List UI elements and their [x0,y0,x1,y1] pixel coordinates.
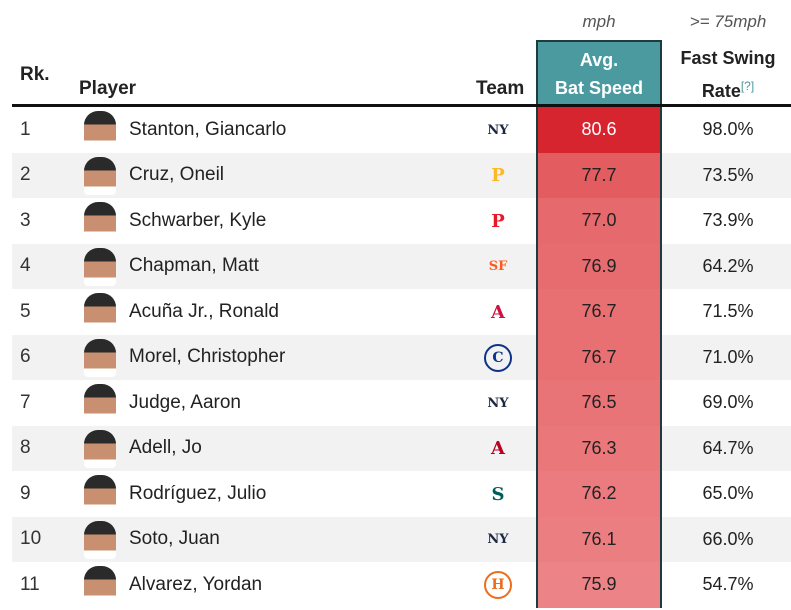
cubs-logo-icon: C [484,343,512,372]
bat-speed-cell: 75.9 [536,562,662,608]
bat-speed-cell: 76.7 [536,289,662,335]
astros-logo-icon: H [484,571,512,599]
player-name-link[interactable]: Stanton, Giancarlo [129,118,287,140]
player-name-link[interactable]: Cruz, Oneil [129,164,225,186]
team-header[interactable]: Team [476,78,525,99]
fast-swing-rate-cell: 64.2% [702,255,754,276]
table-row[interactable]: 8 Adell, Jo A 76.3 64.7% [12,425,791,471]
rank-cell: 2 [20,164,31,186]
bat-speed-cell: 76.2 [536,471,662,517]
yankees-logo-icon: NY [487,532,509,547]
fast-swing-header-label: Rate [701,81,741,101]
fast-swing-rate-cell: 98.0% [702,119,754,140]
player-name-link[interactable]: Adell, Jo [129,437,202,459]
fast-swing-rate-cell: 71.5% [702,301,754,322]
bat-speed-cell: 76.5 [536,380,662,426]
player-headshot [84,156,116,195]
player-headshot [84,429,116,468]
angels-logo-icon: A [491,438,505,459]
bat-speed-cell: 76.3 [536,425,662,471]
player-name-link[interactable]: Acuña Jr., Ronald [129,300,279,322]
braves-logo-icon: A [491,301,505,323]
fast-swing-header-line2: Rate[?] [668,72,788,105]
table-row[interactable]: 3 Schwarber, Kyle P 77.0 73.9% [12,198,791,244]
player-name-link[interactable]: Chapman, Matt [129,255,259,277]
player-headshot [84,338,116,377]
player-name-link[interactable]: Soto, Juan [129,528,220,550]
rank-header[interactable]: Rk. [20,64,50,85]
fast-swing-rate-cell: 69.0% [702,392,754,413]
fast-swing-rate-cell: 73.9% [702,210,754,231]
bat-speed-cell: 77.0 [536,198,662,244]
player-headshot [84,293,116,331]
player-headshot [84,202,116,240]
rank-cell: 10 [20,528,42,550]
fast-swing-header[interactable]: Fast Swing Rate[?] [668,44,788,105]
fast-swing-rate-cell: 54.7% [702,574,754,595]
player-name-link[interactable]: Rodríguez, Julio [129,482,267,504]
fast-swing-rate-cell: 66.0% [702,528,754,549]
pirates-logo-icon: P [491,165,505,186]
rank-cell: 1 [20,118,31,140]
fast-swing-header-line1: Fast Swing [680,48,776,68]
bat-speed-cell: 76.9 [536,243,662,289]
table-row[interactable]: 7 Judge, Aaron NY 76.5 69.0% [12,380,791,426]
player-name-link[interactable]: Judge, Aaron [129,391,241,413]
rank-cell: 11 [20,573,40,595]
rank-cell: 4 [20,255,31,277]
bat-speed-cell: 77.7 [536,152,662,198]
table-row[interactable]: 11 Alvarez, Yordan H 75.9 54.7% [12,562,791,608]
player-headshot [84,247,116,286]
mariners-logo-icon: S [491,483,505,505]
yankees-logo-icon: NY [487,395,509,411]
rank-cell: 5 [20,300,31,322]
table-row[interactable]: 1 Stanton, Giancarlo NY 80.6 98.0% [12,107,791,153]
player-name-link[interactable]: Schwarber, Kyle [129,209,267,231]
player-name-link[interactable]: Morel, Christopher [129,346,286,368]
giants-logo-icon: SF [488,259,508,274]
player-name-link[interactable]: Alvarez, Yordan [129,573,263,595]
table-row[interactable]: 9 Rodríguez, Julio S 76.2 65.0% [12,471,791,517]
player-headshot [84,520,116,559]
header-divider [12,104,791,107]
fast-swing-help-link[interactable]: [?] [740,79,755,93]
rank-cell: 6 [20,346,31,368]
player-headshot [84,111,116,149]
bat-speed-header-line1: Avg. [579,50,619,70]
rank-cell: 8 [20,437,31,459]
table-row[interactable]: 2 Cruz, Oneil P 77.7 73.5% [12,152,791,198]
bat-speed-cell: 76.7 [536,334,662,380]
fast-swing-unit: >= 75mph [689,12,767,31]
player-header[interactable]: Player [79,78,137,99]
table-row[interactable]: 4 Chapman, Matt SF 76.9 64.2% [12,243,791,289]
rank-cell: 7 [20,391,31,413]
fast-swing-rate-cell: 71.0% [702,346,754,367]
rank-cell: 3 [20,209,31,231]
bat-speed-cell: 76.1 [536,516,662,562]
phillies-logo-icon: P [491,210,505,232]
fast-swing-rate-cell: 65.0% [702,483,754,504]
yankees-logo-icon: NY [487,122,509,138]
table-row[interactable]: 5 Acuña Jr., Ronald A 76.7 71.5% [12,289,791,335]
bat-speed-header-line2: Bat Speed [554,78,644,98]
table-row[interactable]: 6 Morel, Christopher C 76.7 71.0% [12,334,791,380]
player-headshot [84,475,116,513]
player-headshot [84,384,116,422]
bat-speed-unit: mph [582,12,616,31]
player-headshot [84,566,116,604]
bat-speed-header[interactable]: Avg. Bat Speed [536,40,662,105]
bat-speed-cell: 80.6 [536,107,662,153]
rank-cell: 9 [20,482,31,504]
table-row[interactable]: 10 Soto, Juan NY 76.1 66.0% [12,516,791,562]
fast-swing-rate-cell: 73.5% [702,164,754,185]
fast-swing-rate-cell: 64.7% [702,437,754,458]
